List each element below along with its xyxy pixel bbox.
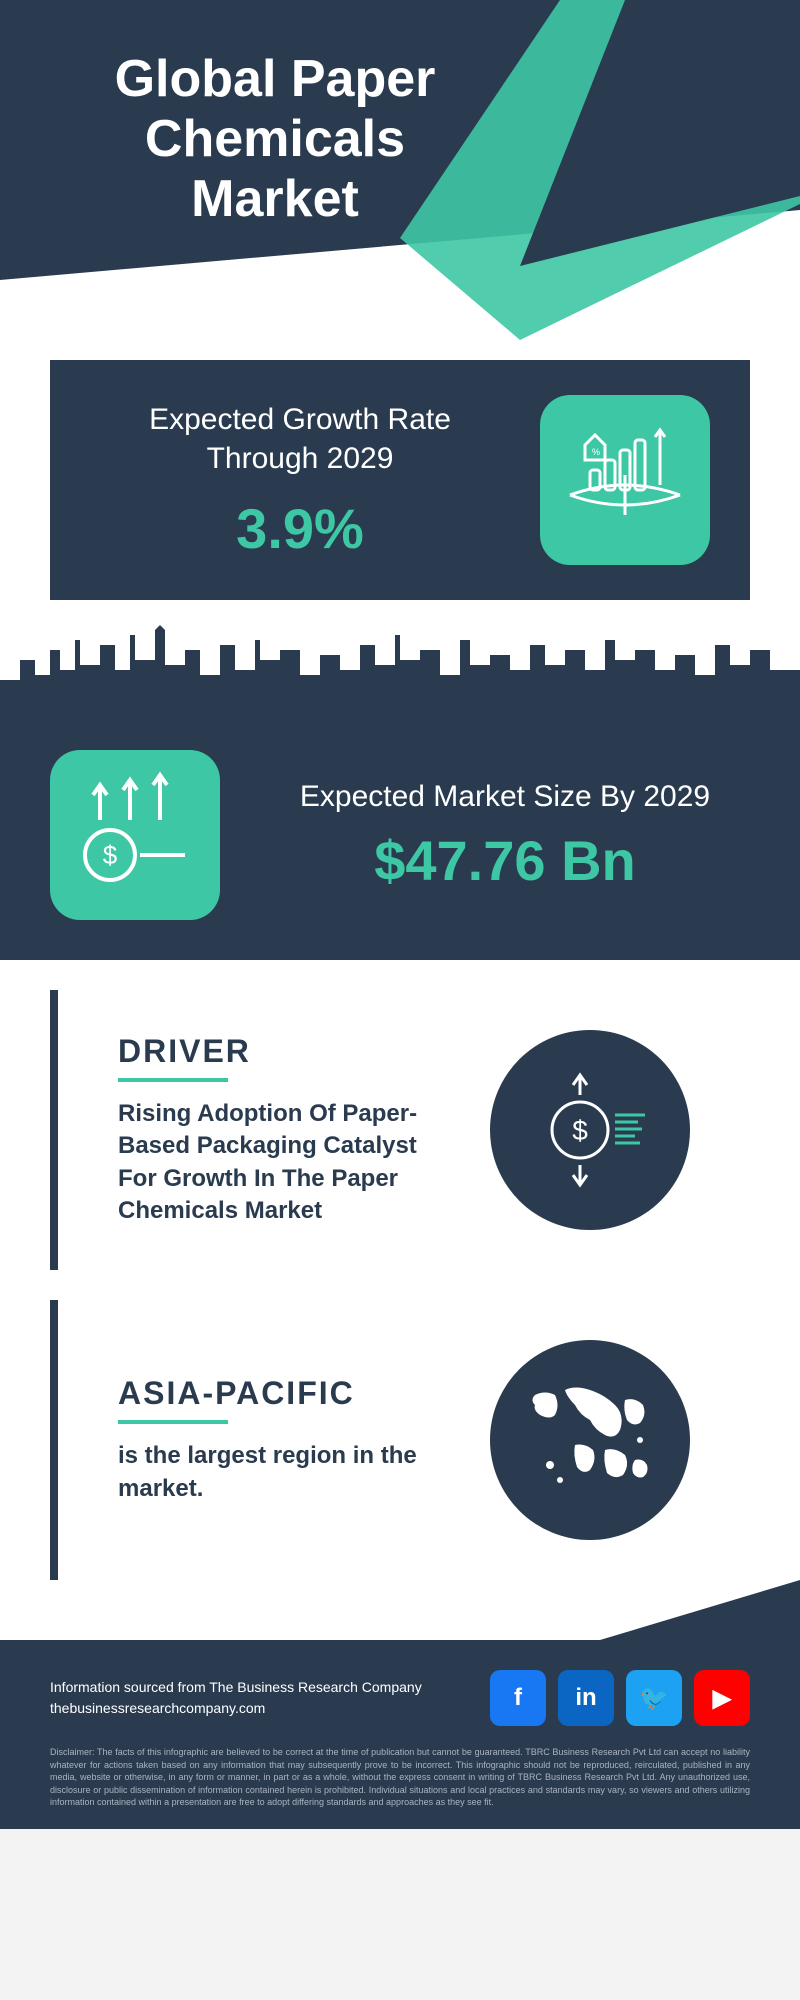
source-text: Information sourced from The Business Re… xyxy=(50,1677,422,1719)
market-size-card: $ Expected Market Size By 2029 $47.76 Bn xyxy=(0,710,800,960)
region-heading: ASIA-PACIFIC xyxy=(118,1375,450,1412)
driver-text: DRIVER Rising Adoption Of Paper-Based Pa… xyxy=(118,1033,450,1228)
disclaimer-text: Disclaimer: The facts of this infographi… xyxy=(50,1746,750,1809)
growth-chart-icon: % xyxy=(540,395,710,565)
market-size-value: $47.76 Bn xyxy=(260,828,750,893)
growth-rate-label: Expected Growth Rate Through 2029 xyxy=(90,400,510,478)
growth-rate-text: Expected Growth Rate Through 2029 3.9% xyxy=(90,400,510,561)
footer-triangle-accent xyxy=(600,1580,800,1640)
dollar-exchange-icon: $ xyxy=(490,1030,690,1230)
driver-heading: DRIVER xyxy=(118,1033,450,1070)
footer-top-row: Information sourced from The Business Re… xyxy=(50,1670,750,1726)
source-line-2: thebusinessresearchcompany.com xyxy=(50,1698,422,1719)
region-text: ASIA-PACIFIC is the largest region in th… xyxy=(118,1375,450,1505)
youtube-icon[interactable]: ▶ xyxy=(694,1670,750,1726)
svg-text:$: $ xyxy=(572,1115,588,1146)
page-title: Global Paper Chemicals Market xyxy=(0,0,550,229)
social-buttons: f in 🐦 ▶ xyxy=(490,1670,750,1726)
header-section: Global Paper Chemicals Market xyxy=(0,0,800,340)
footer: Information sourced from The Business Re… xyxy=(0,1640,800,1829)
region-row: ASIA-PACIFIC is the largest region in th… xyxy=(50,1300,750,1580)
source-line-1: Information sourced from The Business Re… xyxy=(50,1677,422,1698)
region-underline xyxy=(118,1420,228,1424)
driver-description: Rising Adoption Of Paper-Based Packaging… xyxy=(118,1098,450,1228)
infographic-container: Global Paper Chemicals Market Expected G… xyxy=(0,0,800,1829)
market-size-text: Expected Market Size By 2029 $47.76 Bn xyxy=(260,777,750,893)
driver-underline xyxy=(118,1078,228,1082)
twitter-icon[interactable]: 🐦 xyxy=(626,1670,682,1726)
growth-rate-card: Expected Growth Rate Through 2029 3.9% % xyxy=(50,360,750,600)
svg-text:$: $ xyxy=(103,840,118,870)
skyline-section: $ Expected Market Size By 2029 $47.76 Bn xyxy=(0,620,800,960)
growth-rate-value: 3.9% xyxy=(90,496,510,561)
driver-row: DRIVER Rising Adoption Of Paper-Based Pa… xyxy=(50,990,750,1270)
market-size-label: Expected Market Size By 2029 xyxy=(260,777,750,816)
world-map-icon xyxy=(490,1340,690,1540)
region-description: is the largest region in the market. xyxy=(118,1440,450,1505)
skyline-silhouette xyxy=(0,620,800,710)
dollar-arrows-icon: $ xyxy=(50,750,220,920)
svg-text:%: % xyxy=(592,447,600,457)
facebook-icon[interactable]: f xyxy=(490,1670,546,1726)
linkedin-icon[interactable]: in xyxy=(558,1670,614,1726)
